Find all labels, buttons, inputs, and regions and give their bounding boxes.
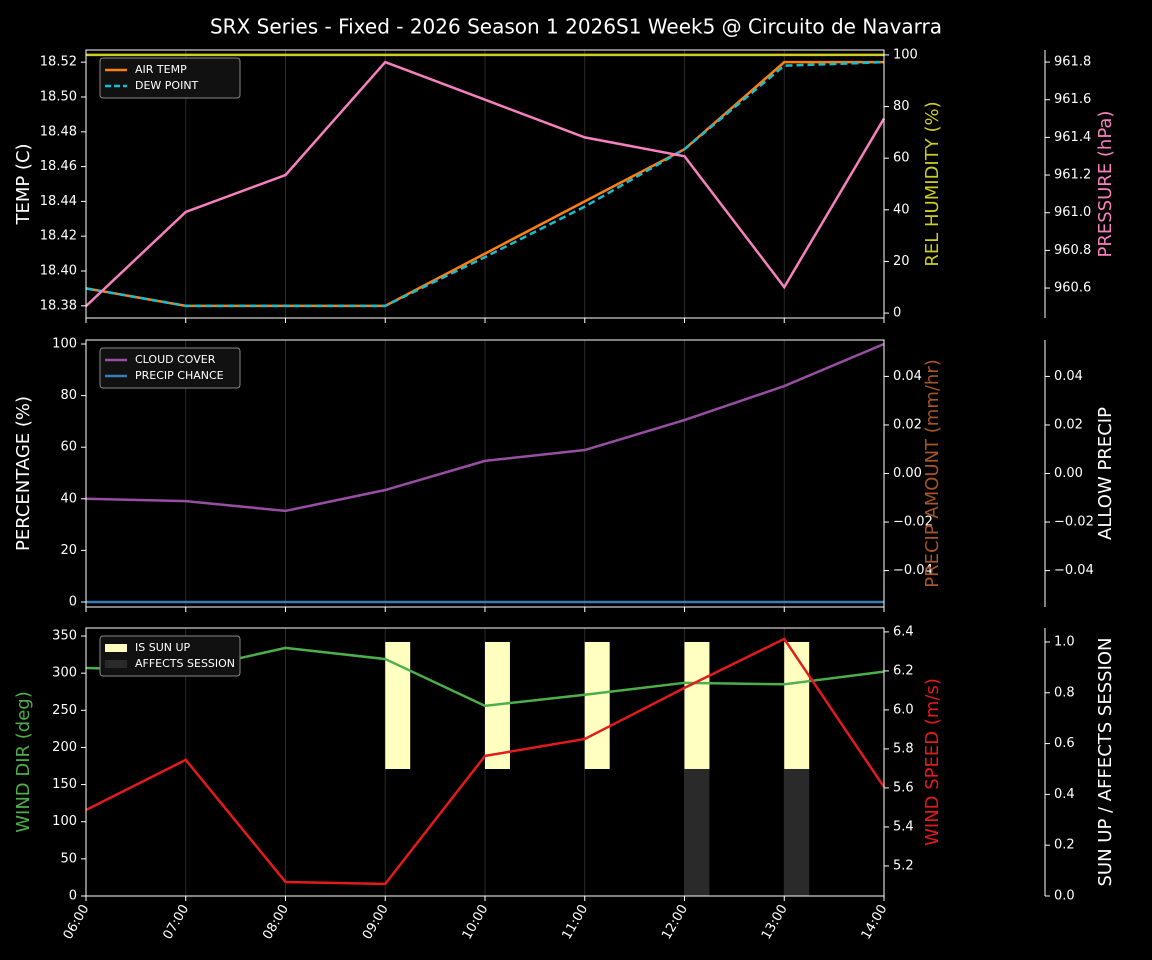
- series-line: [85, 60, 886, 308]
- y-tick-label: 100: [52, 814, 77, 829]
- y3-tick-label: 0.04: [1054, 369, 1083, 384]
- axis-label: WIND SPEED (m/s): [922, 678, 943, 846]
- bar: [385, 641, 411, 769]
- y2-tick-label: −0.04: [893, 563, 933, 578]
- legend-label: AIR TEMP: [135, 63, 187, 76]
- series-line: [85, 637, 886, 886]
- bar: [784, 768, 810, 896]
- y2-tick-label: 5.4: [893, 819, 914, 834]
- y2-tick-label: 5.8: [893, 741, 914, 756]
- bar: [684, 768, 710, 896]
- y3-tick-label: 961.8: [1054, 55, 1091, 70]
- y3-tick-label: 961.4: [1054, 130, 1091, 145]
- y3-tick-label: 0.00: [1054, 466, 1083, 481]
- y-tick-label: 100: [52, 336, 77, 351]
- y3-tick-label: 960.8: [1054, 243, 1091, 258]
- y2-tick-label: −0.02: [893, 515, 933, 530]
- x-tick-label: 06:00: [61, 902, 93, 942]
- series-line: [85, 60, 885, 308]
- legend-box: [99, 347, 241, 389]
- y-tick-label: 18.48: [40, 124, 77, 139]
- y3-tick-label: 961.0: [1054, 205, 1091, 220]
- y-tick-label: 20: [60, 543, 77, 558]
- bar: [784, 641, 810, 769]
- y-tick-label: 150: [52, 777, 77, 792]
- y-tick-label: 200: [52, 740, 77, 755]
- series-line: [85, 342, 885, 513]
- y2-tick-label: 100: [893, 47, 918, 62]
- y3-tick-label: 960.6: [1054, 281, 1091, 296]
- y2-tick-label: 20: [893, 254, 910, 269]
- y2-tick-label: 0.00: [893, 466, 922, 481]
- y3-tick-label: 0.02: [1054, 417, 1083, 432]
- y3-tick-label: 0.6: [1054, 736, 1075, 751]
- y-tick-label: 18.46: [40, 159, 77, 174]
- y3-tick-label: 0.8: [1054, 685, 1075, 700]
- y2-tick-label: 6.2: [893, 663, 914, 678]
- bar: [684, 641, 710, 769]
- y2-tick-label: 6.0: [893, 702, 914, 717]
- y-tick-label: 18.38: [40, 298, 77, 313]
- y-tick-label: 250: [52, 703, 77, 718]
- y2-tick-label: 6.4: [893, 624, 914, 639]
- y2-tick-label: 0.02: [893, 417, 922, 432]
- legend-label: DEW POINT: [135, 79, 199, 92]
- y-tick-label: 300: [52, 666, 77, 681]
- axis-label: WIND DIR (deg): [13, 691, 34, 833]
- y3-tick-label: 1.0: [1054, 634, 1075, 649]
- y3-tick-label: 0.2: [1054, 838, 1075, 853]
- y2-tick-label: 40: [893, 202, 910, 217]
- y2-tick-label: 5.6: [893, 780, 914, 795]
- y2-tick-label: 5.2: [893, 858, 914, 873]
- axis-label: ALLOW PRECIP: [1095, 407, 1116, 540]
- x-tick-label: 12:00: [659, 902, 691, 942]
- y2-tick-label: 0.04: [893, 369, 922, 384]
- axis-label: REL HUMIDITY (%): [922, 101, 943, 266]
- x-tick-label: 13:00: [759, 902, 791, 942]
- y-tick-label: 60: [60, 440, 77, 455]
- y3-tick-label: −0.04: [1054, 563, 1094, 578]
- y2-tick-label: 0: [893, 306, 901, 321]
- y-tick-label: 40: [60, 491, 77, 506]
- x-tick-label: 11:00: [560, 902, 592, 942]
- figure-title: SRX Series - Fixed - 2026 Season 1 2026S…: [210, 15, 942, 39]
- y3-tick-label: 961.2: [1054, 168, 1091, 183]
- axis-label: TEMP (C): [13, 143, 34, 225]
- y-tick-label: 18.42: [40, 229, 77, 244]
- x-tick-label: 14:00: [859, 902, 891, 942]
- x-tick-label: 10:00: [460, 902, 492, 942]
- y-tick-label: 18.50: [40, 89, 77, 104]
- y3-tick-label: 0.4: [1054, 787, 1075, 802]
- y-tick-label: 0: [69, 889, 77, 904]
- x-tick-label: 09:00: [360, 902, 392, 942]
- legend-box: [99, 635, 241, 677]
- y-tick-label: 350: [52, 629, 77, 644]
- bar: [584, 641, 610, 769]
- y-tick-label: 80: [60, 388, 77, 403]
- x-tick-label: 08:00: [260, 902, 292, 942]
- y3-tick-label: 0.0: [1054, 889, 1075, 904]
- legend-label: CLOUD COVER: [135, 353, 216, 366]
- legend-label: AFFECTS SESSION: [135, 657, 235, 670]
- y3-tick-label: −0.02: [1054, 515, 1094, 530]
- y3-tick-label: 961.6: [1054, 92, 1091, 107]
- y2-tick-label: 80: [893, 99, 910, 114]
- y-tick-label: 18.52: [40, 55, 77, 70]
- y-tick-label: 18.40: [40, 264, 77, 279]
- legend-swatch: [105, 644, 127, 652]
- axis-label: PRECIP AMOUNT (mm/hr): [922, 359, 943, 588]
- legend-label: IS SUN UP: [135, 641, 191, 654]
- legend-label: PRECIP CHANCE: [135, 369, 224, 382]
- y2-tick-label: 60: [893, 151, 910, 166]
- legend-swatch: [105, 660, 127, 668]
- axis-label: PERCENTAGE (%): [13, 396, 34, 551]
- axis-label: SUN UP / AFFECTS SESSION: [1095, 637, 1116, 886]
- x-tick-label: 07:00: [161, 902, 193, 942]
- y-tick-label: 0: [69, 594, 77, 609]
- y-tick-label: 18.44: [40, 194, 77, 209]
- y-tick-label: 50: [60, 851, 77, 866]
- legend-box: [99, 57, 241, 99]
- axis-label: PRESSURE (hPa): [1095, 111, 1116, 258]
